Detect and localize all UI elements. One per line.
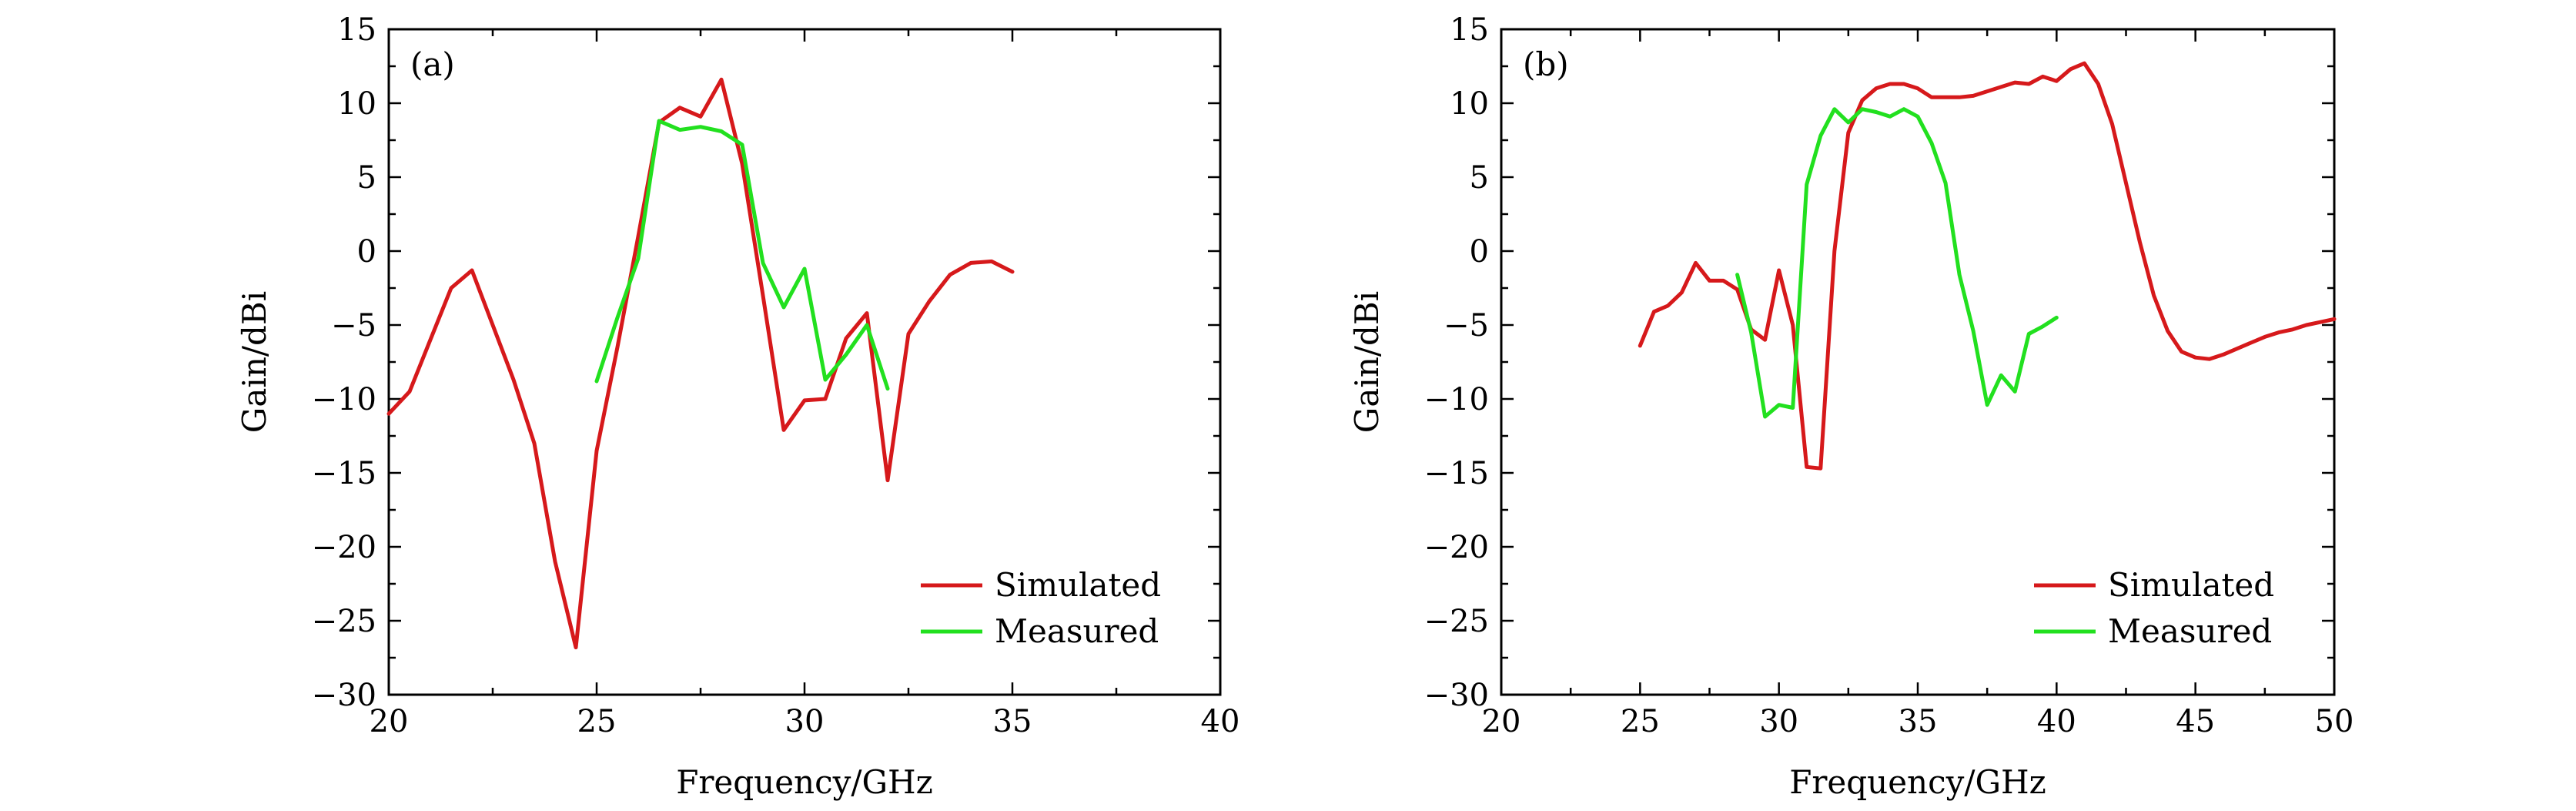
y-tick-label: −10 <box>312 382 376 417</box>
panel-a: 20 25 30 35 40 15 10 5 0 −5 −10 −15 −20 −25 −30 Frequen… <box>236 12 1239 801</box>
x-tick-label: 20 <box>370 704 409 739</box>
legend: Simulated Measured <box>921 566 1161 650</box>
y-axis-title: Gain/dBi <box>1348 291 1386 433</box>
x-tick-label: 40 <box>2037 704 2076 739</box>
y-tick-label: −5 <box>1444 308 1489 344</box>
y-tick-label: 5 <box>1470 160 1489 196</box>
x-tick-label: 45 <box>2176 704 2215 739</box>
y-tick-label: 5 <box>357 160 376 196</box>
x-tick-label: 35 <box>1899 704 1938 739</box>
x-tick-label: 25 <box>1621 704 1660 739</box>
x-tick-label: 50 <box>2315 704 2354 739</box>
y-tick-label: −30 <box>1424 678 1489 713</box>
x-axis-title: Frequency/GHz <box>676 763 933 801</box>
x-tick-label: 30 <box>1759 704 1798 739</box>
x-axis-title: Frequency/GHz <box>1789 763 2046 801</box>
legend: Simulated Measured <box>2034 566 2274 650</box>
y-tick-label: 0 <box>357 234 376 270</box>
y-tick-label: −25 <box>312 604 376 639</box>
panel-label: (a) <box>410 45 455 83</box>
y-axis-title: Gain/dBi <box>236 291 273 433</box>
y-tick-label: −30 <box>312 678 376 713</box>
y-tick-label: 15 <box>1450 12 1489 48</box>
y-tick-label: −25 <box>1424 604 1489 639</box>
y-tick-label: 0 <box>1470 234 1489 270</box>
panel-b: 20 25 30 35 40 45 50151050−5−10−15−20−25−30Fre… <box>1348 12 2354 801</box>
x-tick-label: 40 <box>1201 704 1240 739</box>
panel-label: (b) <box>1523 45 1569 83</box>
y-tick-label: 10 <box>337 86 376 122</box>
x-tick-label: 25 <box>577 704 617 739</box>
y-tick-label: 15 <box>337 12 376 48</box>
legend-label-measured: Measured <box>2108 612 2272 650</box>
y-tick-label: −15 <box>312 456 376 491</box>
series-line-simulated <box>386 77 1015 650</box>
legend-label-simulated: Simulated <box>2108 566 2274 604</box>
series-line-measured <box>594 119 890 391</box>
y-tick-label: −20 <box>312 530 376 565</box>
y-tick-label: −5 <box>331 308 376 344</box>
x-tick-label: 30 <box>785 704 825 739</box>
y-tick-label: −15 <box>1424 456 1489 491</box>
y-tick-label: 10 <box>1450 86 1489 122</box>
x-tick-label: 20 <box>1482 704 1521 739</box>
legend-label-measured: Measured <box>995 612 1159 650</box>
legend-label-simulated: Simulated <box>995 566 1161 604</box>
series-line-simulated <box>1638 61 2337 471</box>
y-tick-label: −20 <box>1424 530 1489 565</box>
x-tick-label: 35 <box>993 704 1032 739</box>
y-tick-label: −10 <box>1424 382 1489 417</box>
series-line-measured <box>1735 107 2059 419</box>
